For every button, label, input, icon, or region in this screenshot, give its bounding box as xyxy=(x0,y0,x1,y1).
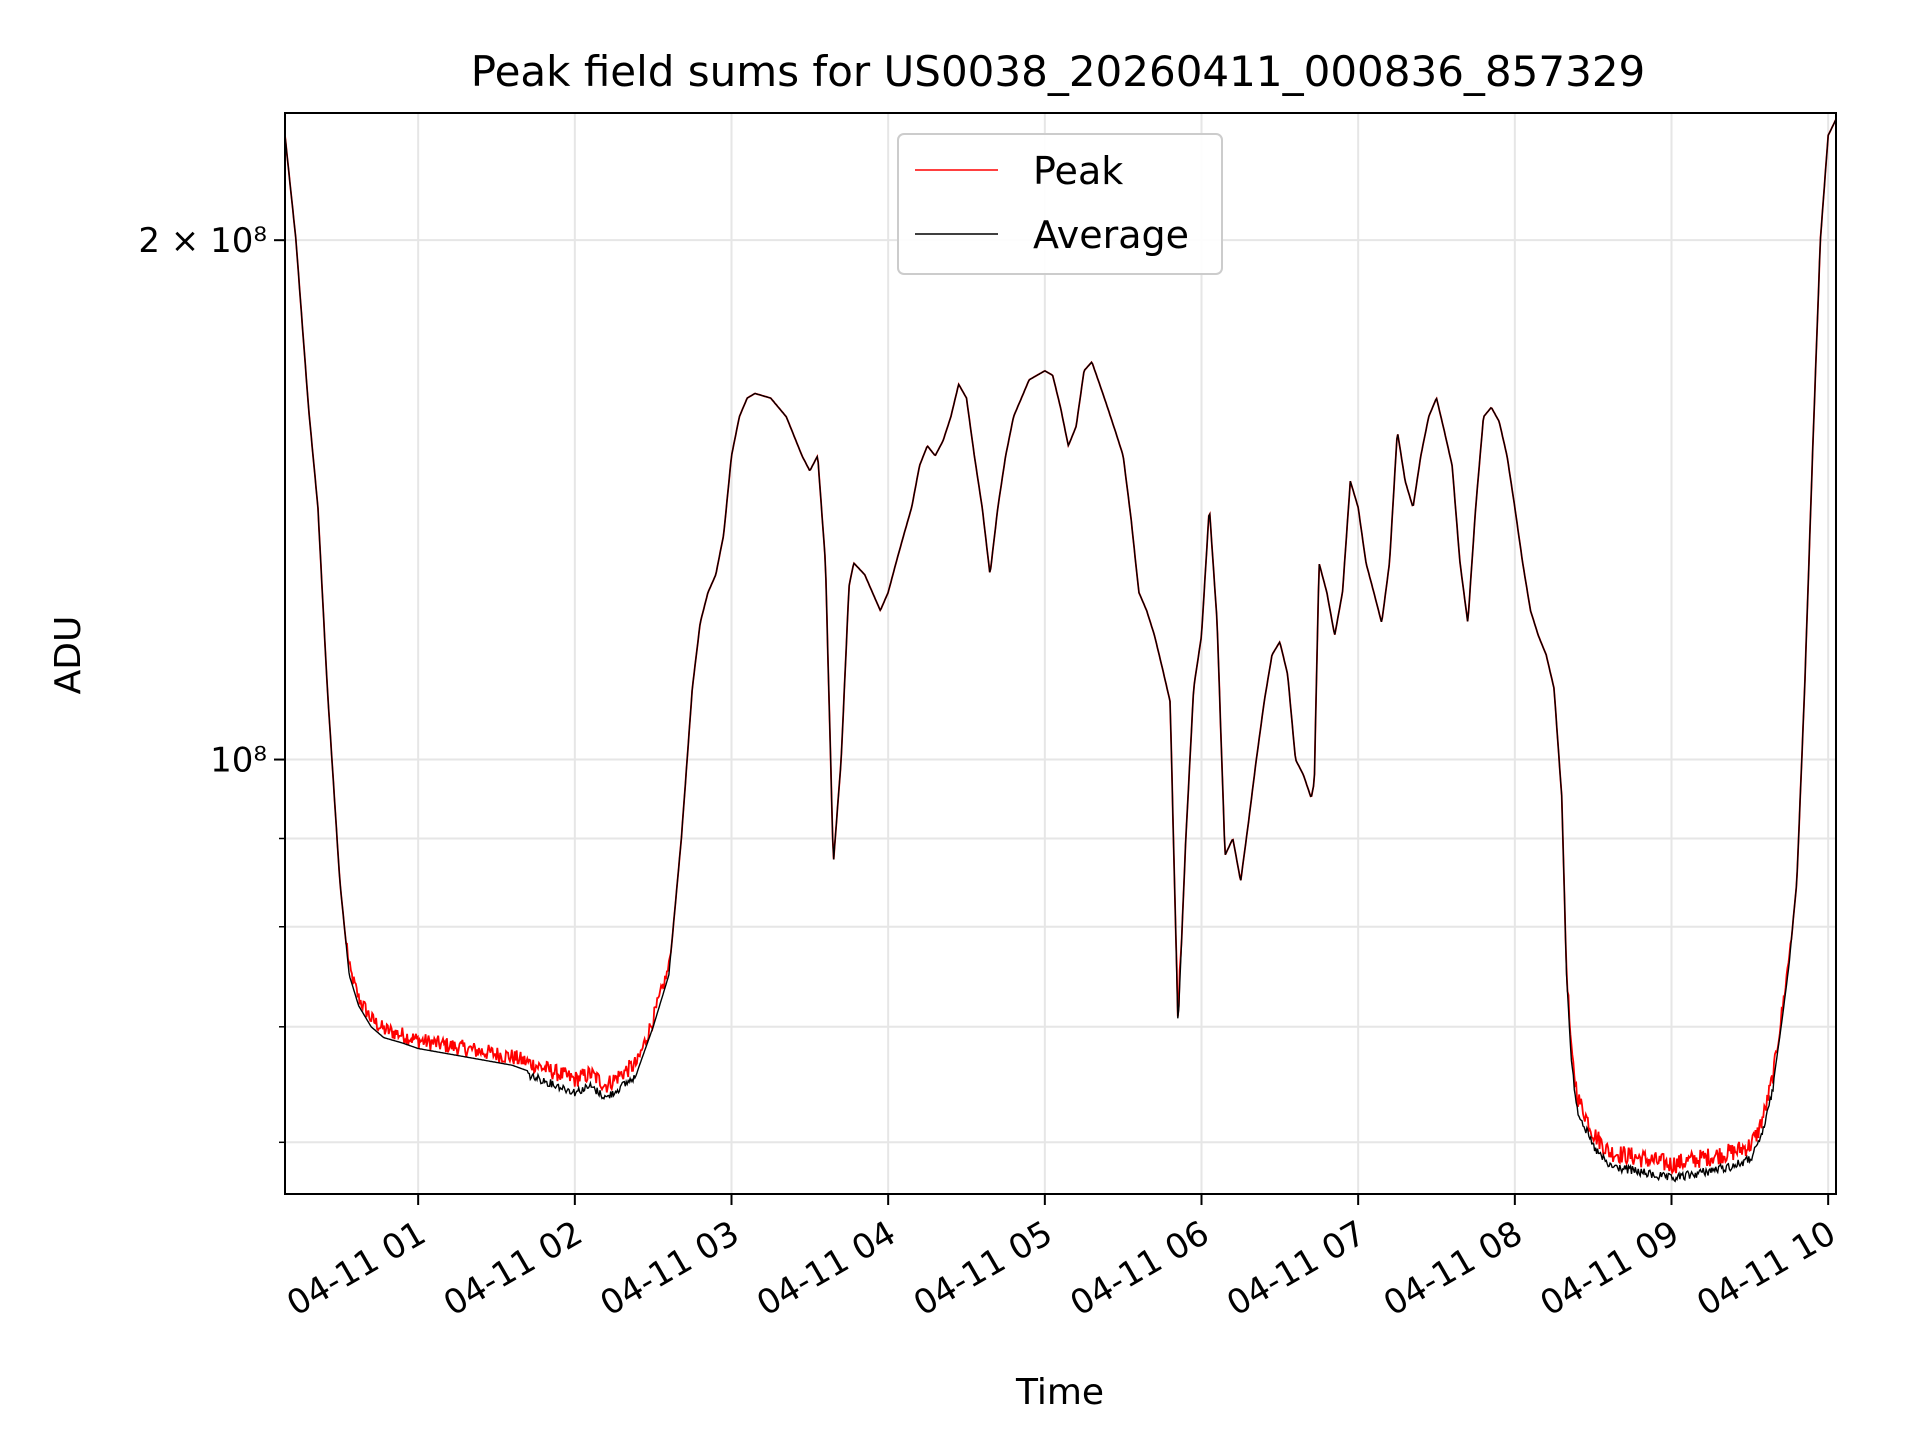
series-lines xyxy=(285,118,1836,1183)
legend: Peak Average xyxy=(897,133,1223,275)
y-tick-label: 10⁸ xyxy=(210,741,267,781)
y-tick-label: 2 × 10⁸ xyxy=(138,221,267,261)
legend-box xyxy=(897,133,1223,275)
y-axis-label: ADU xyxy=(48,616,89,695)
x-axis-label: Time xyxy=(1015,1372,1104,1413)
chart-title: Peak field sums for US0038_20260411_0008… xyxy=(471,47,1646,96)
grid xyxy=(285,113,1836,1194)
series-line-average xyxy=(285,118,1836,1183)
legend-label-peak: Peak xyxy=(1033,149,1123,193)
legend-label-average: Average xyxy=(1033,213,1189,257)
plot-area xyxy=(284,112,1837,1195)
